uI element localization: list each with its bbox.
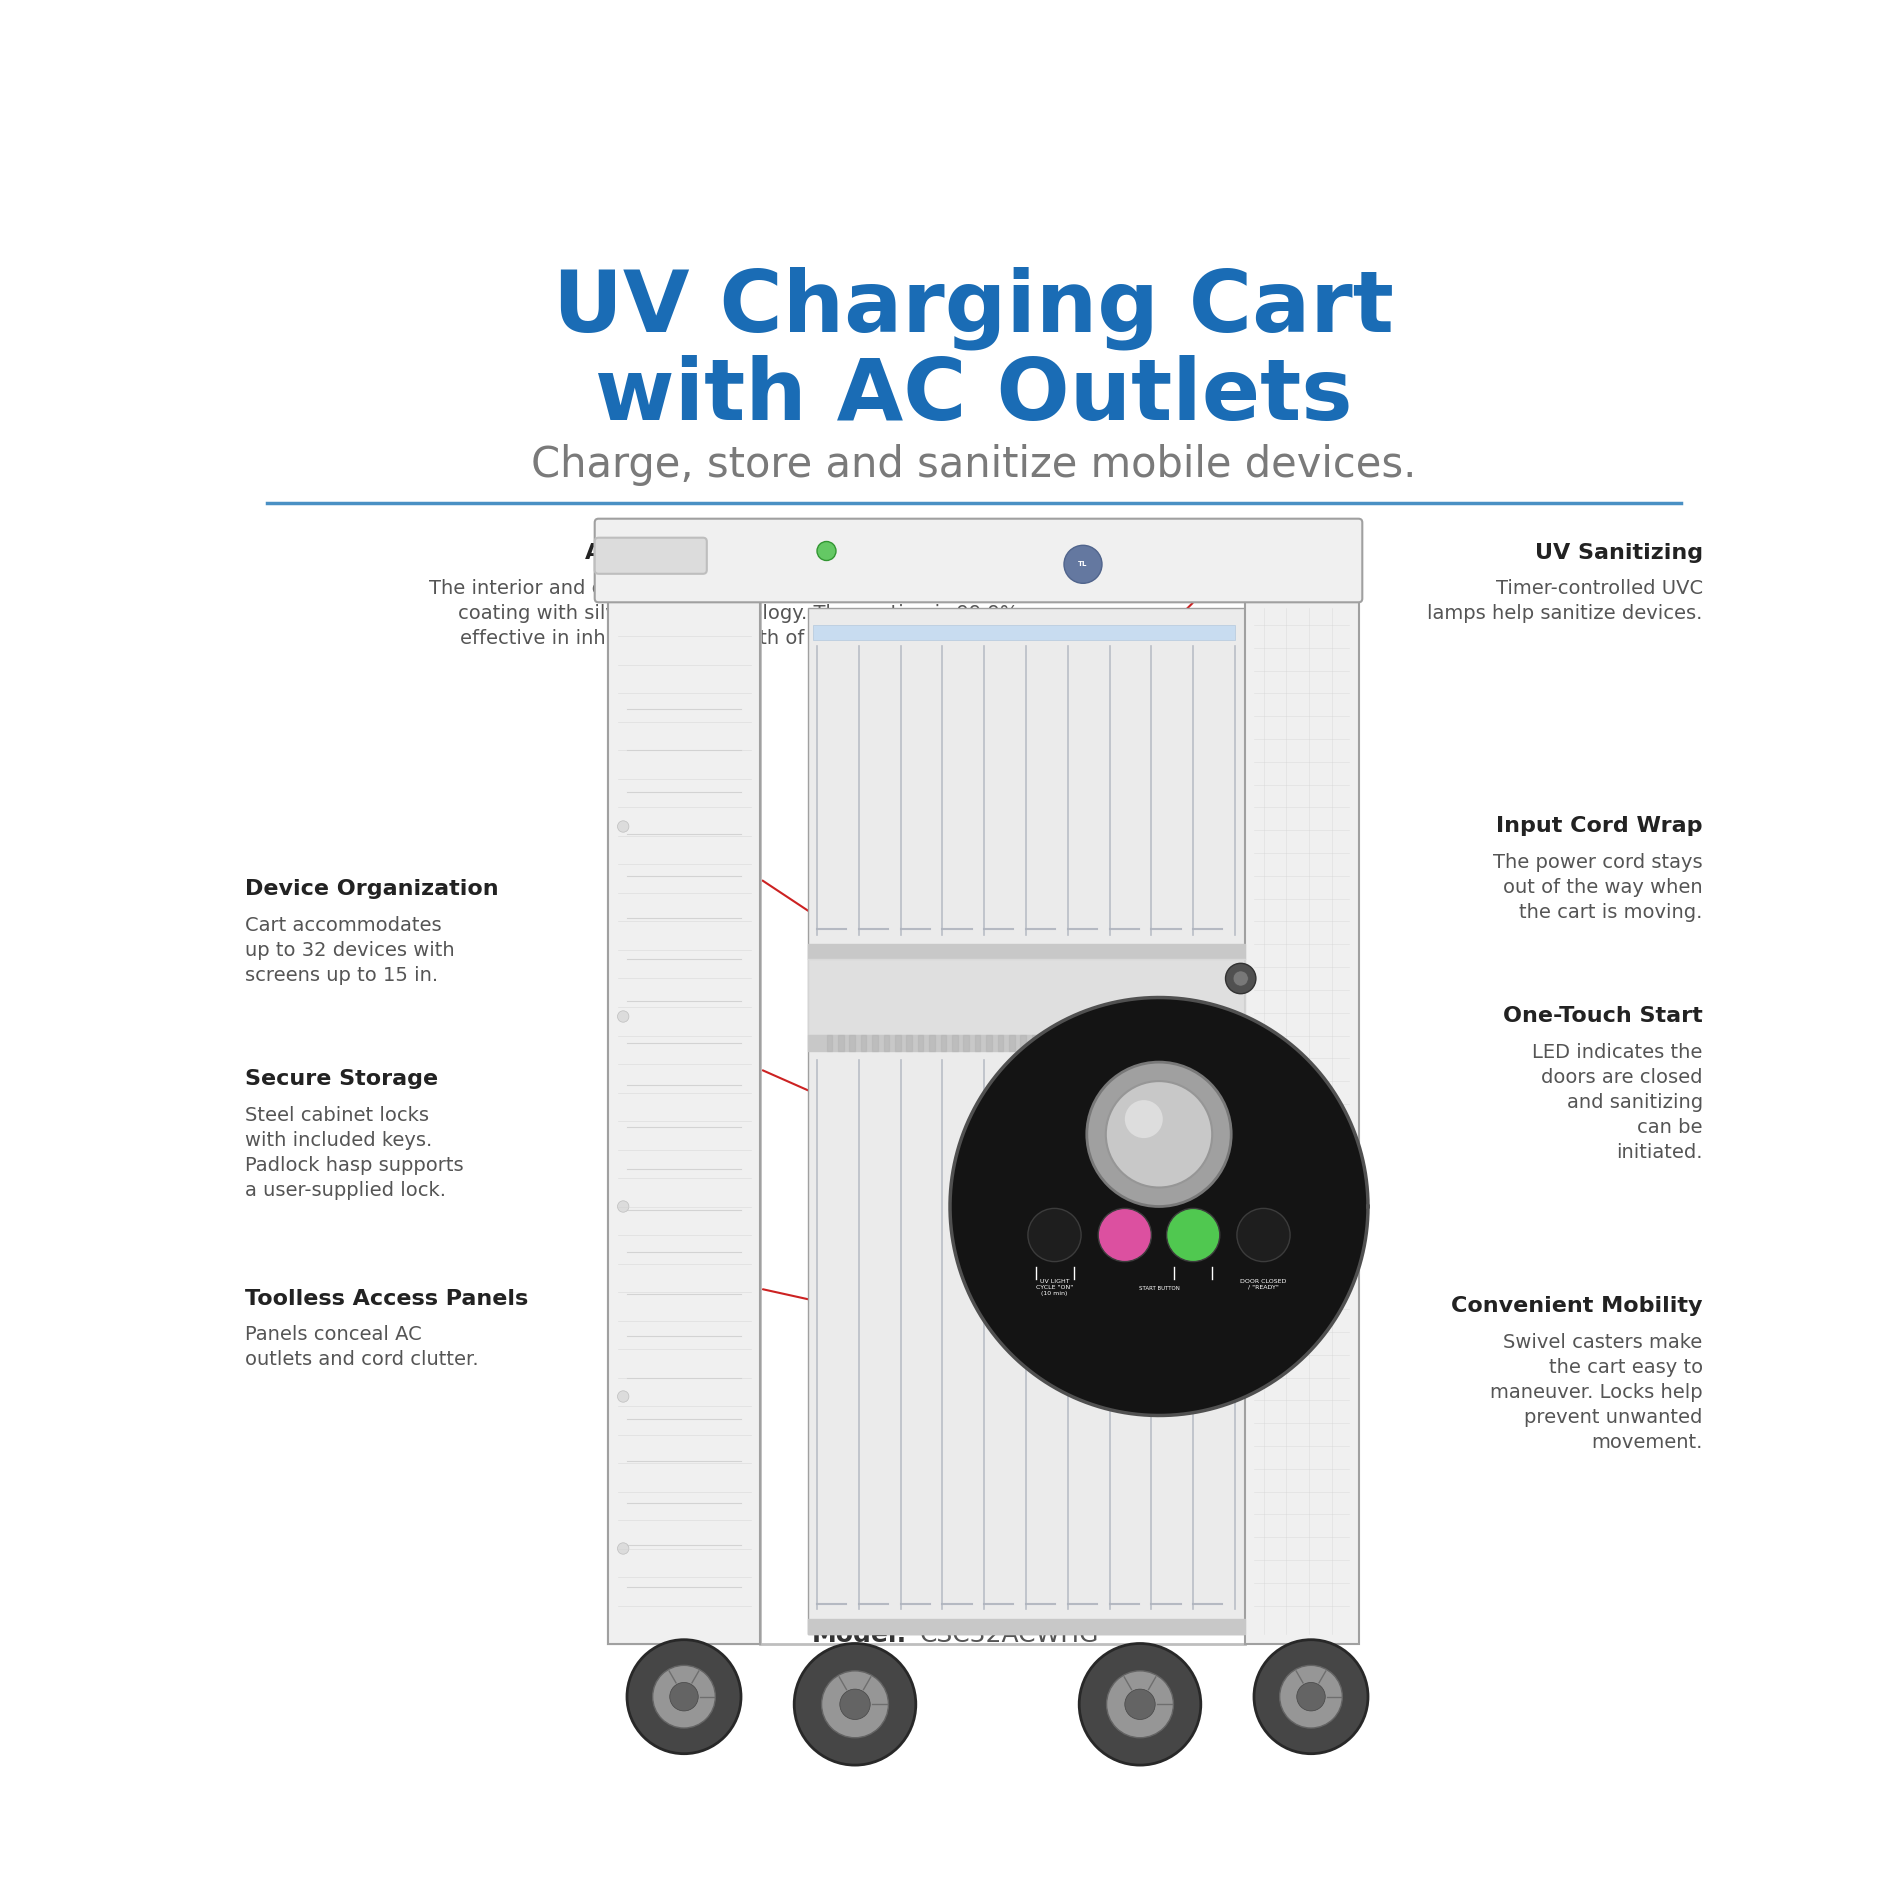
Text: The power cord stays
out of the way when
the cart is moving.: The power cord stays out of the way when…	[1493, 853, 1702, 922]
Text: Secure Storage: Secure Storage	[245, 1070, 439, 1089]
Circle shape	[1254, 1640, 1368, 1754]
Text: Model:: Model:	[811, 1623, 908, 1647]
Text: Charge, store and sanitize mobile devices.: Charge, store and sanitize mobile device…	[532, 445, 1416, 486]
Circle shape	[618, 1201, 629, 1212]
Circle shape	[1106, 1670, 1174, 1738]
Text: CSC32ACWHG: CSC32ACWHG	[920, 1623, 1098, 1647]
Text: DOOR CLOSED
/ "READY": DOOR CLOSED / "READY"	[1241, 1279, 1286, 1290]
Circle shape	[1296, 1683, 1326, 1710]
Text: with AC Outlets: with AC Outlets	[595, 355, 1353, 437]
FancyBboxPatch shape	[813, 625, 1235, 640]
Text: UV LIGHT
CYCLE "ON"
(10 min): UV LIGHT CYCLE "ON" (10 min)	[1036, 1279, 1073, 1296]
Circle shape	[618, 1391, 629, 1402]
Circle shape	[1226, 963, 1256, 994]
Circle shape	[1125, 1689, 1155, 1720]
Circle shape	[1125, 1100, 1163, 1138]
FancyBboxPatch shape	[808, 608, 1244, 1634]
Circle shape	[1281, 1664, 1341, 1729]
Circle shape	[1087, 1062, 1231, 1206]
Text: Cart accommodates
up to 32 devices with
screens up to 15 in.: Cart accommodates up to 32 devices with …	[245, 916, 454, 984]
FancyBboxPatch shape	[608, 598, 760, 1644]
FancyBboxPatch shape	[1244, 598, 1358, 1644]
Text: Convenient Mobility: Convenient Mobility	[1452, 1296, 1702, 1317]
Circle shape	[654, 1664, 714, 1729]
Circle shape	[1167, 1208, 1220, 1262]
Text: UV Charging Cart: UV Charging Cart	[553, 266, 1395, 350]
Circle shape	[1079, 1644, 1201, 1765]
Text: Panels conceal AC
outlets and cord clutter.: Panels conceal AC outlets and cord clutt…	[245, 1326, 479, 1370]
FancyBboxPatch shape	[595, 519, 1362, 602]
Polygon shape	[950, 998, 1368, 1416]
Circle shape	[1064, 545, 1102, 583]
Text: UV Sanitizing: UV Sanitizing	[1535, 543, 1702, 562]
Text: The interior and exterior have a patented antimicrobial powder
coating with silv: The interior and exterior have a patente…	[429, 580, 1047, 648]
Circle shape	[1237, 1208, 1290, 1262]
Circle shape	[840, 1689, 870, 1720]
Circle shape	[821, 1670, 889, 1738]
Circle shape	[1098, 1208, 1151, 1262]
Text: LED indicates the
doors are closed
and sanitizing
can be
initiated.: LED indicates the doors are closed and s…	[1531, 1043, 1702, 1163]
Text: TL: TL	[1079, 560, 1087, 568]
Circle shape	[618, 1543, 629, 1554]
Circle shape	[618, 821, 629, 832]
Polygon shape	[608, 598, 760, 1644]
Text: Steel cabinet locks
with included keys.
Padlock hasp supports
a user-supplied lo: Steel cabinet locks with included keys. …	[245, 1106, 464, 1199]
Circle shape	[1233, 971, 1248, 986]
Circle shape	[618, 1011, 629, 1022]
Circle shape	[1028, 1208, 1081, 1262]
Circle shape	[817, 542, 836, 560]
Text: Toolless Access Panels: Toolless Access Panels	[245, 1288, 528, 1309]
Text: Swivel casters make
the cart easy to
maneuver. Locks help
prevent unwanted
movem: Swivel casters make the cart easy to man…	[1490, 1332, 1702, 1452]
Text: Timer-controlled UVC
lamps help sanitize devices.: Timer-controlled UVC lamps help sanitize…	[1427, 580, 1702, 623]
Circle shape	[627, 1640, 741, 1754]
Circle shape	[669, 1683, 699, 1710]
Circle shape	[794, 1644, 916, 1765]
Text: Input Cord Wrap: Input Cord Wrap	[1495, 817, 1702, 836]
FancyBboxPatch shape	[595, 538, 707, 574]
Text: Device Organization: Device Organization	[245, 880, 498, 899]
Text: Antimicrobial Protection: Antimicrobial Protection	[585, 543, 891, 562]
Text: START BUTTON: START BUTTON	[1138, 1286, 1180, 1292]
Text: One-Touch Start: One-Touch Start	[1503, 1007, 1702, 1026]
Circle shape	[1106, 1081, 1212, 1188]
